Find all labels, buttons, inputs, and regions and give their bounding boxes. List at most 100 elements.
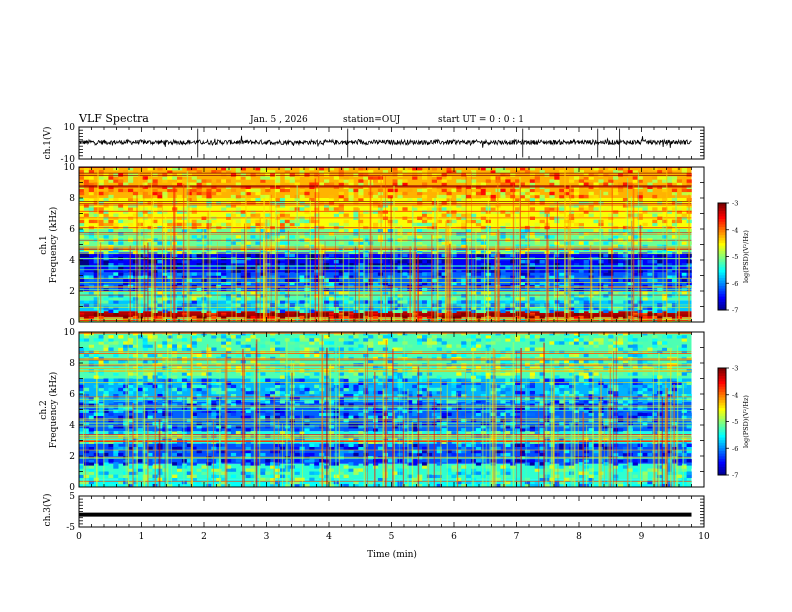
spectrogram-cell — [358, 173, 364, 177]
spectrogram-cell — [98, 359, 104, 364]
spectrogram-cell — [83, 182, 90, 186]
spectrogram-cell — [510, 306, 516, 310]
spectrogram-cell — [569, 250, 575, 255]
spectrogram-cell — [622, 170, 629, 174]
spectrogram-cell — [108, 188, 114, 193]
spectrogram-cell — [392, 350, 398, 354]
spectrogram-cell — [451, 474, 457, 478]
spectrogram-cell — [363, 315, 369, 320]
spectrogram-cell — [397, 459, 403, 463]
spectrogram-cell — [260, 397, 266, 401]
spectrogram-cell — [412, 363, 418, 367]
spectrogram-cell — [554, 216, 560, 220]
spectrogram-cell — [412, 204, 418, 208]
spectrogram-cell — [181, 173, 188, 177]
spectrogram-cell — [137, 406, 143, 410]
spectrogram-cell — [662, 241, 668, 245]
spectrogram-cell — [142, 338, 148, 342]
spectrogram-cell — [358, 191, 364, 196]
spectrogram-cell — [83, 474, 90, 478]
spectrogram-cell — [83, 198, 90, 202]
spectrogram-cell — [338, 403, 344, 407]
spectrogram-cell — [573, 281, 580, 286]
spectrogram-cell — [211, 359, 217, 364]
spectrogram-cell — [353, 309, 359, 313]
spectrogram-cell — [118, 266, 124, 270]
spectrogram-cell — [299, 170, 305, 174]
spectrogram-cell — [128, 397, 134, 401]
spectrogram-cell — [510, 182, 516, 186]
spectrogram-cell — [456, 468, 462, 472]
spectrogram-cell — [392, 471, 398, 475]
spectrogram-cell — [177, 449, 183, 454]
spectrogram-cell — [245, 462, 251, 466]
spectrogram-cell — [603, 182, 609, 186]
spectrogram-cell — [137, 201, 143, 205]
spectrogram-cell — [549, 216, 555, 220]
spectrogram-cell — [206, 253, 212, 258]
spectrogram-cell — [167, 275, 173, 279]
spectrogram-cell — [436, 300, 442, 304]
spectrogram-cell — [181, 341, 188, 345]
spectrogram-cell — [358, 210, 364, 214]
spectrogram-cell — [451, 253, 457, 258]
spectrogram-cell — [265, 397, 271, 401]
spectrogram-cell — [260, 315, 266, 320]
spectrogram-cell — [304, 428, 310, 432]
spectrogram-cell — [123, 182, 129, 186]
spectrogram-cell — [387, 363, 393, 367]
spectrogram-cell — [348, 335, 354, 339]
spectrogram-cell — [363, 213, 369, 217]
spectrogram-cell — [221, 179, 227, 183]
spectrogram-cell — [157, 294, 163, 298]
spectrogram-cell — [172, 468, 178, 472]
spectrogram-cell — [240, 253, 246, 258]
spectrogram-cell — [603, 170, 609, 174]
spectrogram-cell — [201, 465, 207, 469]
spectrogram-cell — [186, 335, 192, 339]
spectrogram-cell — [216, 462, 222, 466]
spectrogram-cell — [417, 260, 423, 264]
spectrogram-cell — [137, 194, 143, 199]
spectrogram-cell — [559, 216, 565, 220]
spectrogram-cell — [216, 381, 222, 385]
spectrogram-cell — [475, 269, 482, 273]
spectrogram-cell — [245, 390, 251, 395]
spectrogram-cell — [177, 269, 183, 273]
spectrogram-cell — [137, 397, 143, 401]
spectrogram-cell — [676, 219, 682, 224]
ch1-waveform-panel: 10-10 — [61, 123, 705, 165]
spectrogram-cell — [475, 222, 482, 227]
spectrogram-cell — [451, 353, 457, 358]
spectrogram-cell — [319, 244, 325, 248]
spectrogram-cell — [671, 275, 678, 279]
spectrogram-cell — [79, 415, 85, 420]
spectrogram-cell — [461, 449, 467, 454]
spectrogram-cell — [103, 263, 109, 267]
spectrogram-cell — [446, 191, 452, 196]
spectrogram-cell — [309, 477, 315, 482]
spectrogram-cell — [637, 216, 643, 220]
spectrogram-cell — [652, 179, 658, 183]
spectrogram-cell — [265, 462, 271, 466]
spectrogram-cell — [407, 188, 413, 193]
spectrogram-cell — [333, 315, 339, 320]
spectrogram-cell — [299, 338, 305, 342]
spectrogram-cell — [529, 315, 535, 320]
spectrogram-cell — [177, 272, 183, 276]
spectrogram-cell — [270, 173, 276, 177]
spectrogram-cell — [113, 176, 119, 180]
spectrogram-cell — [559, 207, 565, 211]
spectrogram-cell — [573, 250, 580, 255]
spectrogram-cell — [353, 266, 359, 270]
spectrogram-cell — [186, 384, 192, 389]
spectrogram-cell — [422, 272, 428, 276]
spectrogram-cell — [456, 232, 462, 236]
spectrogram-cell — [191, 341, 197, 345]
spectrogram-cell — [309, 425, 315, 429]
spectrogram-cell — [299, 216, 305, 220]
spectrogram-cell — [230, 369, 237, 373]
spectrogram-cell — [314, 465, 320, 469]
spectrogram-cell — [407, 198, 413, 202]
spectrogram-cell — [515, 210, 521, 214]
